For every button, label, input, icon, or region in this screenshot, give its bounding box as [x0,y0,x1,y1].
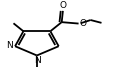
Text: O: O [60,1,67,10]
Text: N: N [6,41,13,50]
Text: N: N [34,56,41,65]
Text: O: O [79,19,86,28]
